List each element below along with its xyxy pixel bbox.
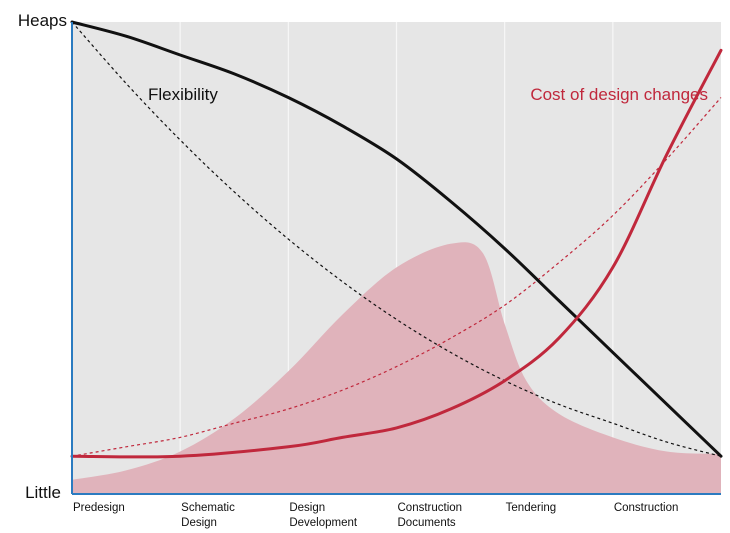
- flexibility-label: Flexibility: [148, 85, 218, 104]
- cost-of-design-changes-line: [70, 48, 723, 459]
- x-tick-label: Schematic Design: [181, 502, 235, 529]
- y-axis-top-label: Heaps: [18, 11, 67, 30]
- cost-dashed-line: [71, 97, 722, 457]
- y-axis-bottom-label: Little: [25, 483, 61, 502]
- x-tick-label: Design Development: [289, 502, 358, 529]
- dashed-layer: [71, 21, 722, 457]
- activity-area: [72, 242, 721, 494]
- flexibility-line: [70, 20, 723, 458]
- area-layer: [72, 242, 721, 494]
- cost-of-design-changes-label: Cost of design changes: [530, 85, 708, 104]
- flexibility-dashed-line: [71, 21, 722, 457]
- x-tick-label: Tendering: [506, 502, 557, 514]
- x-tick-label: Predesign: [73, 502, 125, 514]
- x-tick-label: Construction Documents: [398, 502, 463, 529]
- x-tick-labels: Predesign Schematic Design Design Developmen…: [73, 502, 678, 529]
- line-layer: [70, 20, 723, 459]
- x-tick-label: Construction: [614, 502, 679, 514]
- axes: [71, 22, 721, 495]
